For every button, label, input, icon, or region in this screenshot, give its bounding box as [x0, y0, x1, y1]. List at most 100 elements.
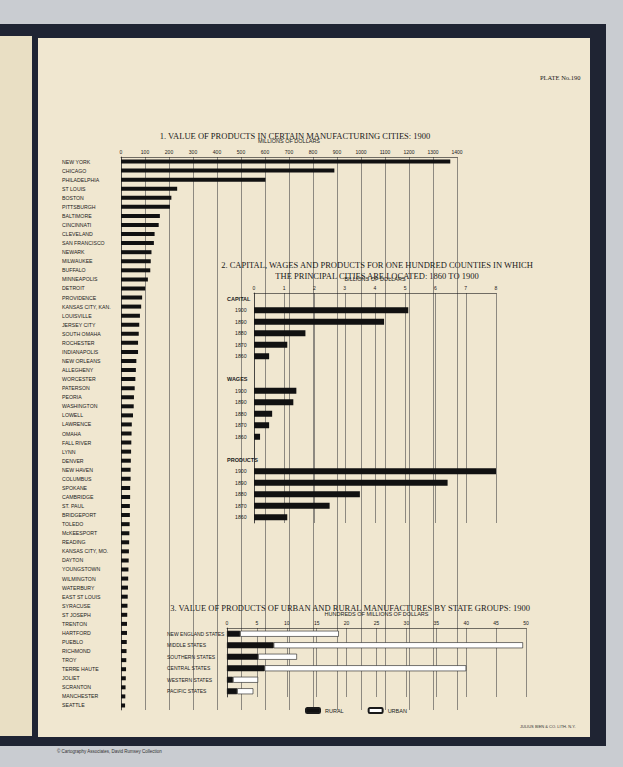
- svg-text:URBAN: URBAN: [388, 708, 407, 714]
- svg-text:3: 3: [343, 285, 346, 291]
- svg-text:ST. PAUL: ST. PAUL: [62, 503, 84, 509]
- svg-text:200: 200: [165, 149, 174, 155]
- svg-text:35: 35: [434, 620, 440, 626]
- svg-text:900: 900: [333, 149, 342, 155]
- svg-text:1: 1: [283, 285, 286, 291]
- svg-text:PATERSON: PATERSON: [62, 385, 90, 391]
- svg-text:JULIUS BIEN & CO. LITH. N.Y.: JULIUS BIEN & CO. LITH. N.Y.: [520, 724, 576, 729]
- svg-text:READING: READING: [62, 539, 86, 545]
- svg-text:LAWRENCE: LAWRENCE: [62, 421, 92, 427]
- svg-text:YOUNGSTOWN: YOUNGSTOWN: [62, 566, 100, 572]
- svg-text:300: 300: [189, 149, 198, 155]
- svg-text:NEW YORK: NEW YORK: [62, 159, 91, 165]
- svg-text:40: 40: [463, 620, 469, 626]
- svg-text:3. VALUE OF PRODUCTS OF URBAN: 3. VALUE OF PRODUCTS OF URBAN AND RURAL …: [170, 603, 530, 613]
- svg-text:PUEBLO: PUEBLO: [62, 639, 83, 645]
- svg-text:MANCHESTER: MANCHESTER: [62, 693, 99, 699]
- svg-text:LYNN: LYNN: [62, 449, 76, 455]
- svg-text:4: 4: [374, 285, 377, 291]
- svg-text:MIDDLE STATES: MIDDLE STATES: [167, 642, 207, 648]
- svg-text:ST JOSEPH: ST JOSEPH: [62, 612, 91, 618]
- svg-text:1400: 1400: [451, 149, 462, 155]
- svg-text:NEWARK: NEWARK: [62, 249, 85, 255]
- svg-text:TROY: TROY: [62, 657, 77, 663]
- svg-text:SOUTH OMAHA: SOUTH OMAHA: [62, 331, 101, 337]
- svg-text:PLATE No.190: PLATE No.190: [540, 74, 580, 81]
- svg-text:1860: 1860: [235, 434, 247, 440]
- svg-text:2: 2: [313, 285, 316, 291]
- svg-text:WORCESTER: WORCESTER: [62, 376, 96, 382]
- svg-text:WILMINGTON: WILMINGTON: [62, 576, 96, 582]
- svg-text:0: 0: [226, 620, 229, 626]
- svg-text:SEATTLE: SEATTLE: [62, 702, 85, 708]
- svg-text:1. VALUE OF PRODUCTS IN CERTAI: 1. VALUE OF PRODUCTS IN CERTAIN MANUFACT…: [160, 131, 431, 141]
- svg-text:WESTERN STATES: WESTERN STATES: [167, 677, 213, 683]
- svg-text:RICHMOND: RICHMOND: [62, 648, 91, 654]
- svg-text:COLUMBUS: COLUMBUS: [62, 476, 92, 482]
- svg-text:800: 800: [309, 149, 318, 155]
- svg-text:1870: 1870: [235, 342, 247, 348]
- svg-text:1100: 1100: [380, 149, 391, 155]
- svg-text:1870: 1870: [235, 503, 247, 509]
- svg-text:THE PRINCIPAL CITIES ARE LOCAT: THE PRINCIPAL CITIES ARE LOCATED: 1860 T…: [275, 271, 478, 281]
- svg-text:SYRACUSE: SYRACUSE: [62, 603, 91, 609]
- svg-text:NEW ENGLAND STATES: NEW ENGLAND STATES: [167, 631, 225, 637]
- svg-text:CENTRAL STATES: CENTRAL STATES: [167, 665, 211, 671]
- svg-text:10: 10: [284, 620, 290, 626]
- svg-text:CINCINNATI: CINCINNATI: [62, 222, 91, 228]
- svg-text:1200: 1200: [403, 149, 414, 155]
- svg-text:1900: 1900: [235, 468, 247, 474]
- svg-text:30: 30: [404, 620, 410, 626]
- svg-text:JERSEY CITY: JERSEY CITY: [62, 322, 96, 328]
- svg-text:700: 700: [285, 149, 294, 155]
- svg-text:7: 7: [464, 285, 467, 291]
- svg-text:1880: 1880: [235, 330, 247, 336]
- svg-text:INDIANAPOLIS: INDIANAPOLIS: [62, 349, 99, 355]
- svg-text:1900: 1900: [235, 388, 247, 394]
- svg-text:TOLEDO: TOLEDO: [62, 521, 83, 527]
- svg-text:SCRANTON: SCRANTON: [62, 684, 91, 690]
- svg-text:1860: 1860: [235, 353, 247, 359]
- svg-text:HARTFORD: HARTFORD: [62, 630, 91, 636]
- svg-text:© Cartography Associates, Davi: © Cartography Associates, David Rumsey C…: [57, 748, 162, 754]
- svg-text:CHICAGO: CHICAGO: [62, 168, 86, 174]
- svg-text:NEW HAVEN: NEW HAVEN: [62, 467, 93, 473]
- svg-text:1300: 1300: [427, 149, 438, 155]
- svg-text:LOWELL: LOWELL: [62, 412, 83, 418]
- svg-text:CLEVELAND: CLEVELAND: [62, 231, 93, 237]
- svg-text:15: 15: [314, 620, 320, 626]
- svg-text:FALL RIVER: FALL RIVER: [62, 440, 91, 446]
- svg-text:SPOKANE: SPOKANE: [62, 485, 88, 491]
- svg-text:1000: 1000: [355, 149, 366, 155]
- svg-text:TRENTON: TRENTON: [62, 621, 87, 627]
- svg-text:KANSAS CITY, MO.: KANSAS CITY, MO.: [62, 548, 108, 554]
- svg-text:WAGES: WAGES: [227, 376, 248, 382]
- svg-text:PACIFIC STATES: PACIFIC STATES: [167, 688, 207, 694]
- svg-text:1870: 1870: [235, 422, 247, 428]
- svg-text:PEORIA: PEORIA: [62, 394, 82, 400]
- svg-text:600: 600: [261, 149, 270, 155]
- svg-text:WATERBURY: WATERBURY: [62, 585, 95, 591]
- svg-text:PHILADELPHIA: PHILADELPHIA: [62, 177, 100, 183]
- svg-text:0: 0: [120, 149, 123, 155]
- svg-text:20: 20: [344, 620, 350, 626]
- svg-text:25: 25: [374, 620, 380, 626]
- svg-text:DETROIT: DETROIT: [62, 285, 86, 291]
- svg-text:PROVIDENCE: PROVIDENCE: [62, 295, 97, 301]
- svg-text:LOUISVILLE: LOUISVILLE: [62, 313, 92, 319]
- svg-text:MILWAUKEE: MILWAUKEE: [62, 258, 93, 264]
- svg-text:EAST ST LOUIS: EAST ST LOUIS: [62, 594, 101, 600]
- svg-text:SOUTHERN STATES: SOUTHERN STATES: [167, 654, 216, 660]
- svg-text:NEW ORLEANS: NEW ORLEANS: [62, 358, 101, 364]
- svg-text:CAMBRIDGE: CAMBRIDGE: [62, 494, 94, 500]
- svg-text:PRODUCTS: PRODUCTS: [227, 457, 258, 463]
- svg-text:BALTIMORE: BALTIMORE: [62, 213, 92, 219]
- svg-text:8: 8: [495, 285, 498, 291]
- svg-text:McKEESPORT: McKEESPORT: [62, 530, 98, 536]
- svg-text:1890: 1890: [235, 480, 247, 486]
- svg-text:1900: 1900: [235, 307, 247, 313]
- svg-text:0: 0: [253, 285, 256, 291]
- svg-text:BUFFALO: BUFFALO: [62, 267, 86, 273]
- svg-text:2. CAPITAL, WAGES AND PRODUCTS: 2. CAPITAL, WAGES AND PRODUCTS FOR ONE H…: [221, 260, 533, 270]
- svg-text:5: 5: [404, 285, 407, 291]
